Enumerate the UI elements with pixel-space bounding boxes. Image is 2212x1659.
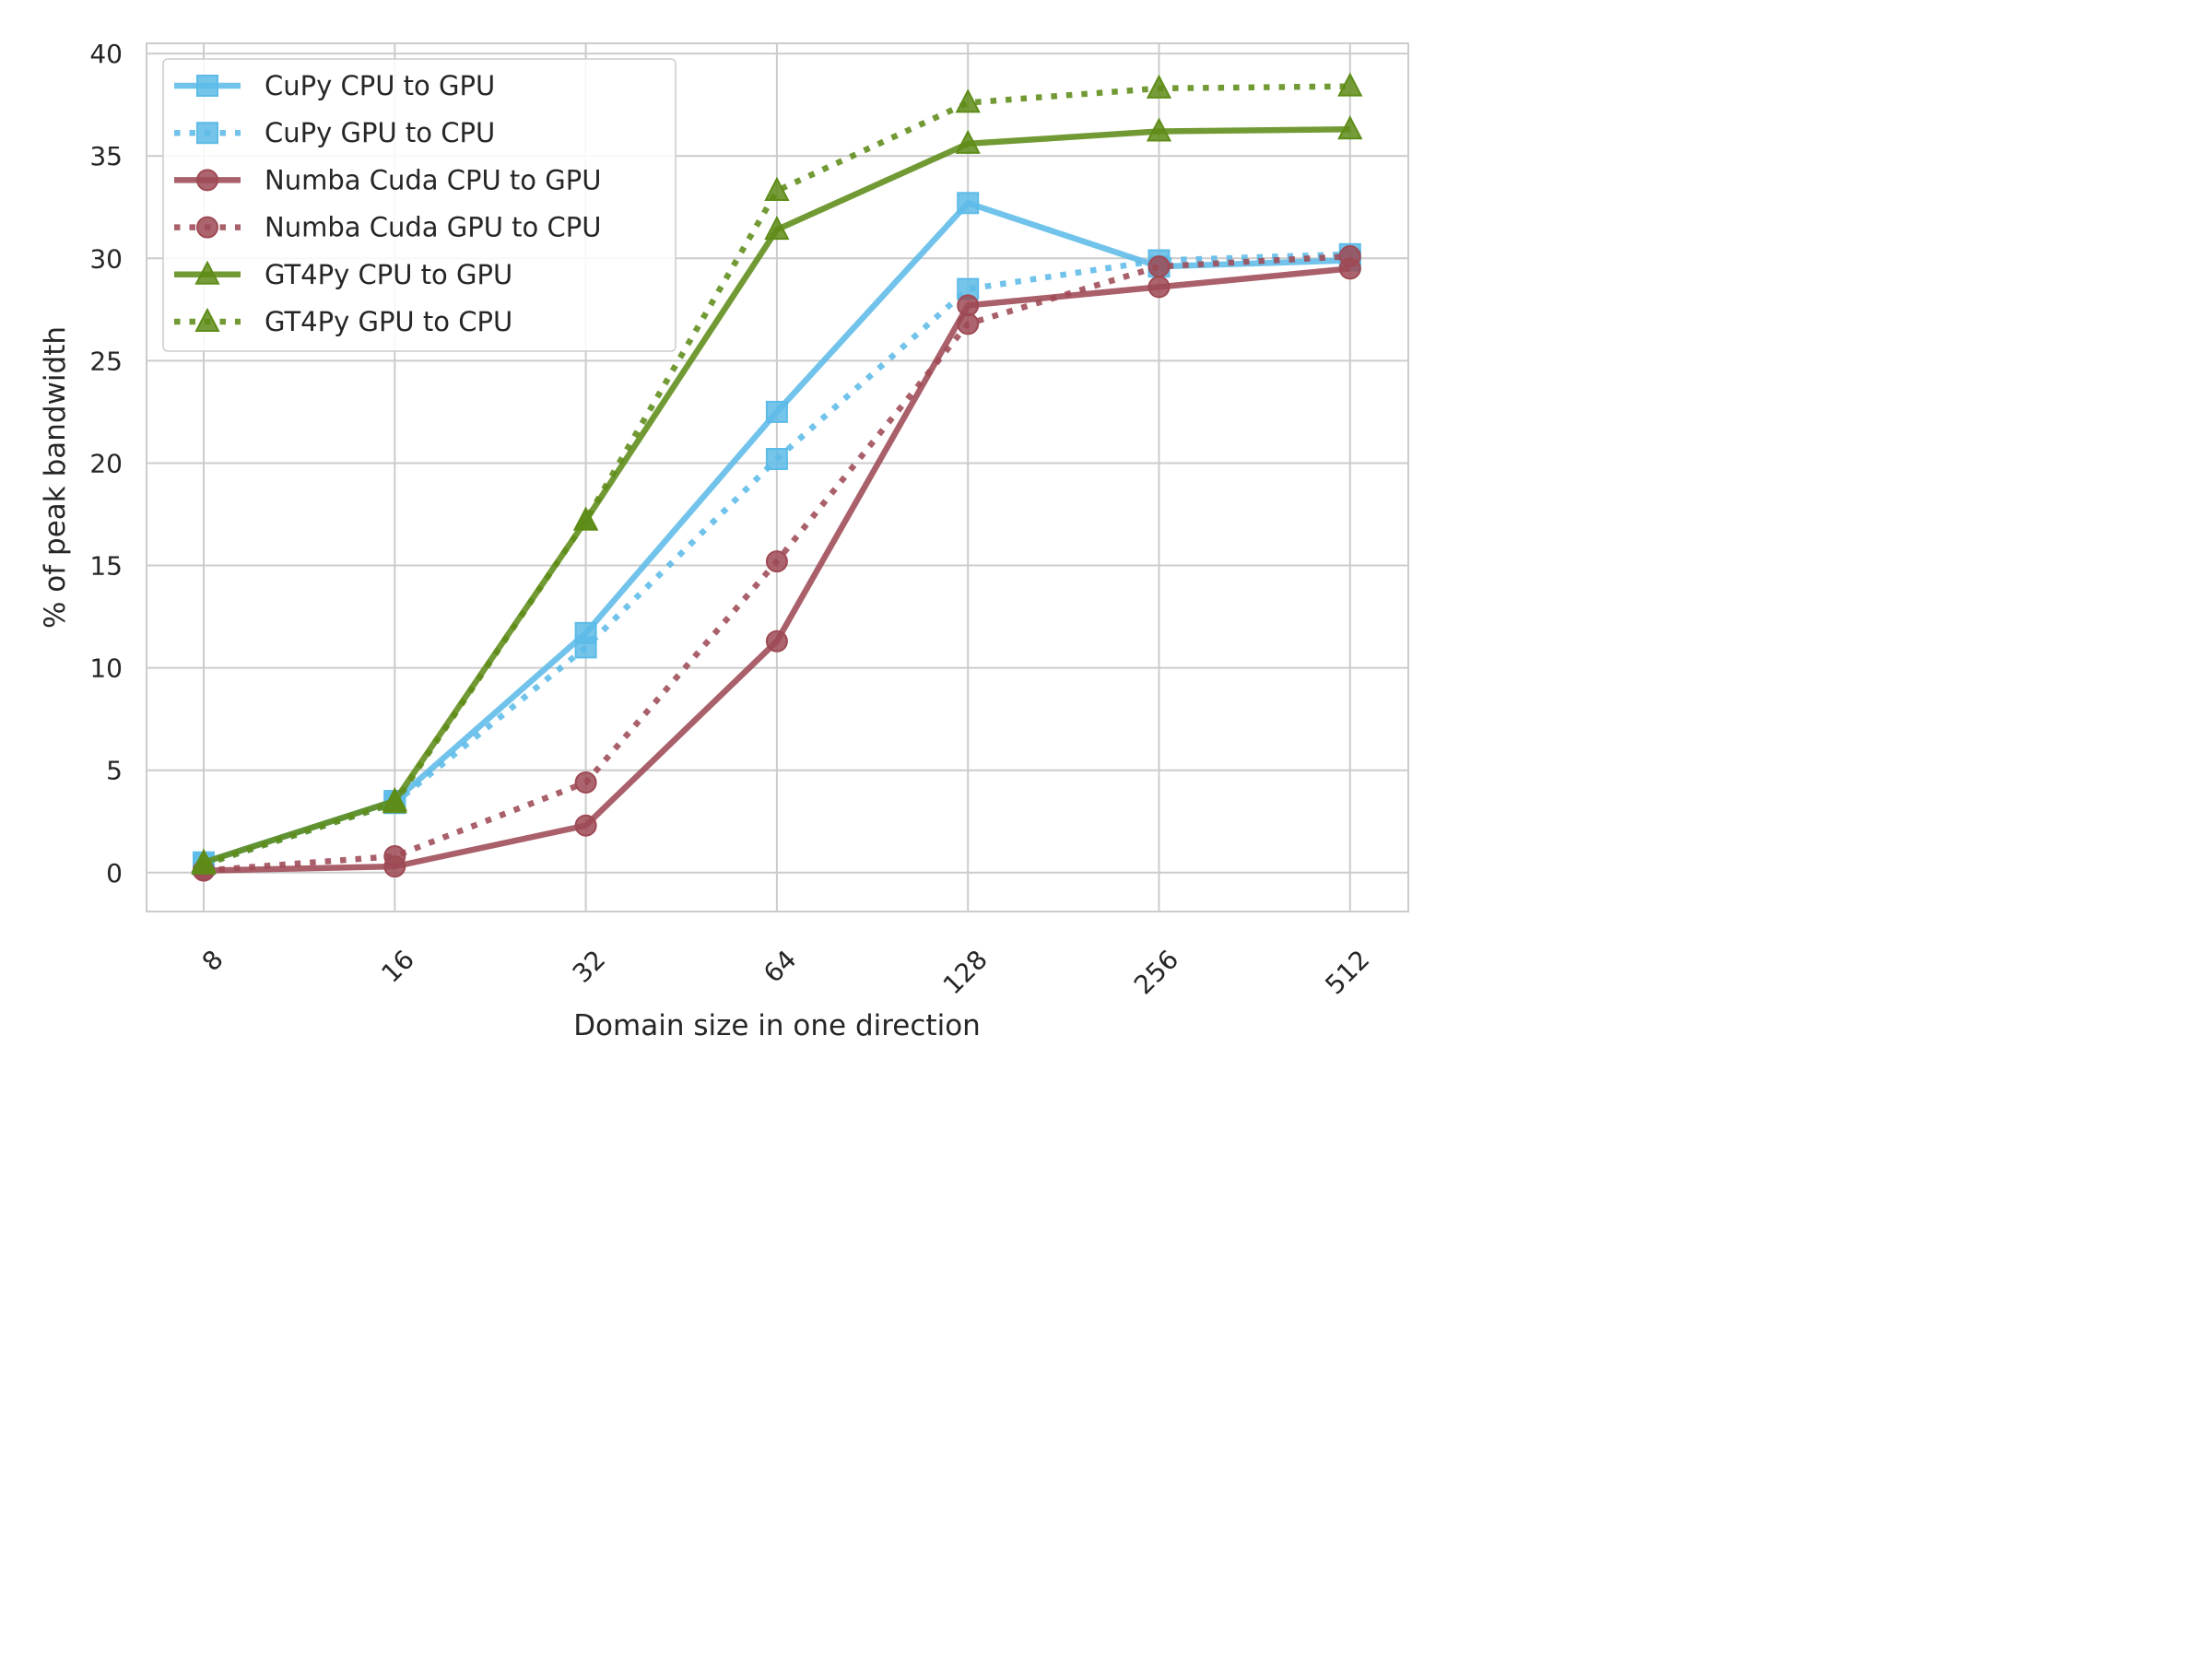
series-5 <box>191 72 1363 875</box>
y-tick-label: 30 <box>89 243 123 274</box>
legend-label: Numba Cuda GPU to CPU <box>265 212 601 243</box>
data-point <box>1337 115 1363 140</box>
y-axis-ticks: 0 5 10 15 20 25 30 35 40 <box>89 39 123 888</box>
y-tick-label: 10 <box>89 653 123 684</box>
legend-label: GT4Py CPU to GPU <box>265 259 512 290</box>
y-tick-label: 0 <box>106 858 123 888</box>
data-point <box>1146 74 1172 99</box>
data-point <box>765 448 788 471</box>
legend-marker <box>194 260 220 285</box>
legend-entry: GT4Py GPU to CPU <box>174 306 512 337</box>
legend-marker <box>196 122 218 145</box>
y-tick-label: 15 <box>89 551 123 582</box>
y-tick-label: 25 <box>89 346 123 376</box>
data-point <box>383 845 406 868</box>
plot-frame <box>146 42 1409 912</box>
data-point <box>1337 72 1363 97</box>
series-layer <box>191 72 1363 882</box>
data-point <box>574 636 597 659</box>
data-point <box>1146 117 1172 142</box>
data-point <box>1338 245 1361 268</box>
data-point <box>764 216 790 241</box>
y-tick-label: 5 <box>106 756 123 786</box>
data-point <box>764 176 790 201</box>
y-axis-label: % of peak bandwidth <box>39 326 72 629</box>
data-point <box>765 400 788 423</box>
legend-label: CuPy GPU to CPU <box>265 117 495 148</box>
data-point <box>957 312 980 335</box>
data-point <box>1147 255 1171 278</box>
data-point <box>955 88 981 113</box>
data-point <box>955 129 981 154</box>
legend-entry: Numba Cuda GPU to CPU <box>174 212 601 243</box>
legend-marker <box>196 216 218 239</box>
x-axis-label: Domain size in one direction <box>573 1009 981 1042</box>
legend-entry: CuPy GPU to CPU <box>174 117 495 148</box>
data-point <box>191 850 217 875</box>
legend-marker <box>194 307 220 332</box>
legend-entry: GT4Py CPU to GPU <box>174 259 512 290</box>
y-tick-label: 35 <box>89 141 123 171</box>
legend-label: Numba Cuda CPU to GPU <box>265 164 601 195</box>
data-point <box>382 789 407 814</box>
legend-label: CuPy CPU to GPU <box>265 70 495 101</box>
data-point <box>765 550 788 573</box>
data-point <box>574 814 597 837</box>
data-point <box>574 771 597 794</box>
data-point <box>957 294 980 317</box>
legend-entry: CuPy CPU to GPU <box>174 70 495 101</box>
legend-label: GT4Py GPU to CPU <box>265 306 512 337</box>
legend-marker <box>196 75 218 97</box>
data-point <box>572 506 599 531</box>
legend-entry: Numba Cuda CPU to GPU <box>174 164 601 195</box>
y-tick-label: 20 <box>89 448 123 478</box>
legend-box <box>162 58 677 352</box>
legend-marker <box>196 169 218 192</box>
legend: CuPy CPU to GPU CuPy GPU to CPU Numba Cuda… <box>162 58 677 352</box>
data-point <box>765 629 788 653</box>
data-point <box>1147 276 1171 299</box>
data-point <box>957 192 980 215</box>
y-tick-label: 40 <box>89 39 123 69</box>
